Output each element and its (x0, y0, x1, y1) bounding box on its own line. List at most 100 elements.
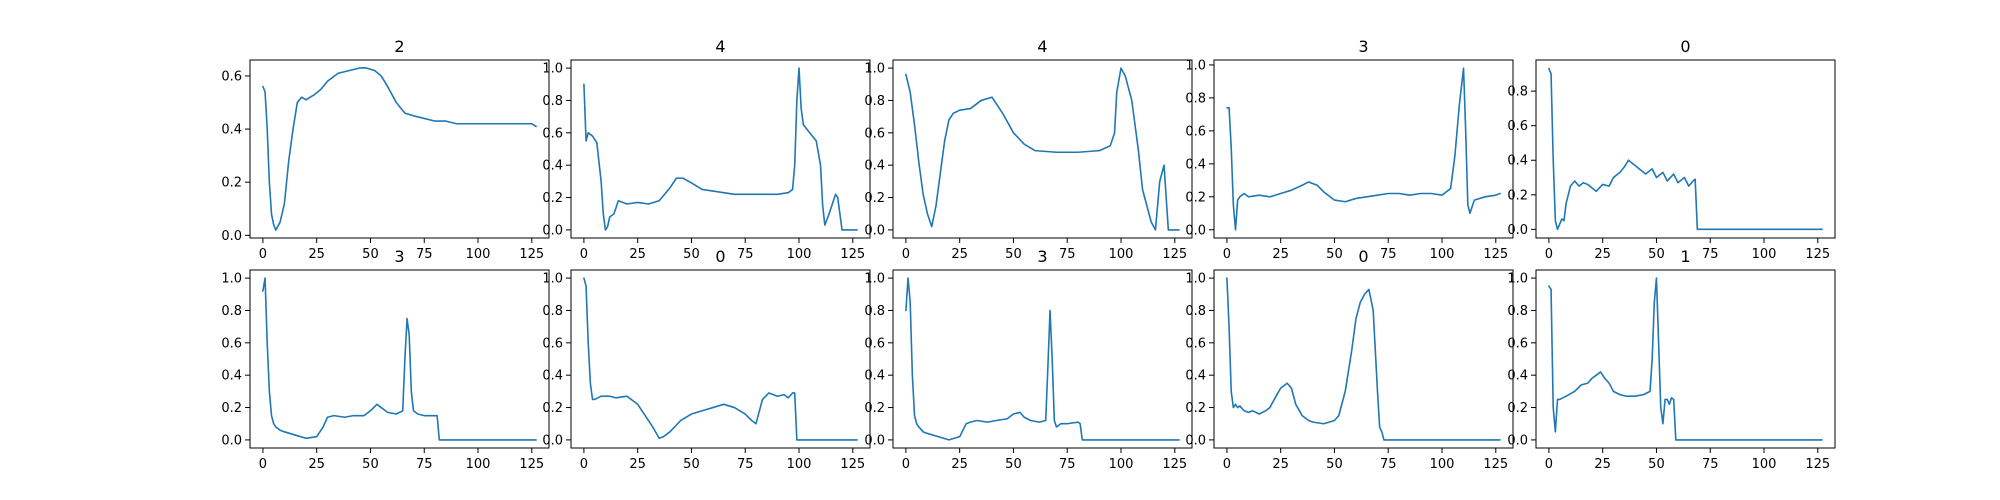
x-tick-label: 125 (1483, 457, 1508, 472)
y-tick-label: 0.4 (1185, 157, 1206, 172)
x-tick-label: 100 (787, 247, 812, 262)
x-tick-label: 25 (629, 247, 646, 262)
y-tick-label: 0.8 (864, 304, 885, 319)
subplot-8: 3 0 25 50 75 100 125 0.0 0.2 0.4 0.6 0.8 1.0 (864, 247, 1193, 472)
subplot-1: 2 0 25 50 75 100 125 0.0 0.2 0.4 0.6 (221, 37, 550, 262)
x-tick-label: 50 (1648, 457, 1665, 472)
y-tick-label: 1.0 (1185, 58, 1206, 73)
x-tick-label: 25 (1272, 247, 1289, 262)
axes-frame (1535, 59, 1836, 239)
x-tick-label: 25 (1594, 247, 1611, 262)
x-tick-label: 50 (683, 247, 700, 262)
x-tick-label: 75 (1059, 457, 1076, 472)
x-tick-label: 50 (1326, 457, 1343, 472)
y-tick-label: 0.2 (1185, 401, 1206, 416)
axes-frame (570, 269, 871, 449)
axes-frame (570, 59, 871, 239)
series-line (1226, 67, 1501, 231)
x-tick-label: 0 (259, 247, 267, 262)
y-tick-label: 0.2 (864, 401, 885, 416)
x-tick-label: 125 (840, 247, 865, 262)
y-tick-label: 0.2 (542, 401, 563, 416)
x-tick-label: 0 (902, 247, 910, 262)
axes-frame (1213, 59, 1514, 239)
subplot-title: 0 (1358, 247, 1368, 266)
x-tick-label: 100 (787, 457, 812, 472)
y-tick-label: 1.0 (221, 272, 242, 287)
y-tick-label: 0.4 (542, 369, 563, 384)
y-tick-label: 1.0 (864, 272, 885, 287)
subplot-5: 0 0 25 50 75 100 125 0.0 0.2 0.4 0.6 0.8 (1507, 37, 1836, 262)
x-tick-label: 50 (1005, 247, 1022, 262)
x-tick-label: 50 (362, 457, 379, 472)
subplot-title: 4 (715, 37, 725, 56)
series-line (583, 277, 858, 441)
x-tick-label: 50 (683, 457, 700, 472)
y-tick-label: 0.8 (542, 94, 563, 109)
x-tick-label: 25 (308, 247, 325, 262)
axes-frame (1213, 269, 1514, 449)
x-tick-label: 0 (580, 247, 588, 262)
x-tick-label: 100 (1752, 247, 1777, 262)
x-tick-label: 0 (1223, 247, 1231, 262)
x-tick-label: 125 (519, 457, 544, 472)
subplot-title: 2 (394, 37, 404, 56)
y-tick-label: 1.0 (1507, 272, 1528, 287)
y-tick-label: 0.8 (864, 94, 885, 109)
x-tick-label: 75 (737, 457, 754, 472)
y-tick-label: 0.2 (542, 191, 563, 206)
x-tick-label: 75 (416, 457, 433, 472)
x-tick-label: 125 (1162, 247, 1187, 262)
y-tick-label: 0.8 (542, 304, 563, 319)
x-tick-label: 100 (1109, 247, 1134, 262)
x-tick-label: 75 (1380, 247, 1397, 262)
y-tick-label: 0.8 (221, 304, 242, 319)
x-tick-label: 50 (1005, 457, 1022, 472)
x-tick-label: 25 (951, 457, 968, 472)
y-tick-label: 0.0 (1507, 223, 1528, 238)
y-tick-label: 0.2 (1507, 401, 1528, 416)
x-tick-label: 125 (1805, 247, 1830, 262)
y-tick-label: 0.2 (864, 191, 885, 206)
x-tick-label: 125 (1162, 457, 1187, 472)
series-line (1548, 277, 1823, 441)
subplot-3: 4 0 25 50 75 100 125 0.0 0.2 0.4 0.6 0.8 1.0 (864, 37, 1193, 262)
x-tick-label: 125 (840, 457, 865, 472)
x-tick-label: 25 (951, 247, 968, 262)
series-line (262, 67, 537, 231)
y-tick-label: 0.4 (1185, 369, 1206, 384)
y-tick-label: 0.2 (1507, 188, 1528, 203)
y-tick-label: 0.0 (864, 433, 885, 448)
y-tick-label: 0.0 (221, 229, 242, 244)
y-tick-label: 1.0 (1185, 272, 1206, 287)
y-tick-label: 0.2 (221, 176, 242, 191)
axes-frame (892, 59, 1193, 239)
x-tick-label: 75 (1702, 247, 1719, 262)
y-tick-label: 0.6 (542, 126, 563, 141)
y-tick-label: 0.4 (1507, 369, 1528, 384)
y-tick-label: 1.0 (542, 272, 563, 287)
y-tick-label: 0.6 (1185, 124, 1206, 139)
x-tick-label: 50 (1326, 247, 1343, 262)
y-tick-label: 0.8 (1507, 304, 1528, 319)
y-tick-label: 0.4 (542, 159, 563, 174)
x-tick-label: 125 (1483, 247, 1508, 262)
y-tick-label: 0.0 (1185, 433, 1206, 448)
axes-frame (249, 269, 550, 449)
y-tick-label: 1.0 (542, 62, 563, 77)
x-tick-label: 125 (1805, 457, 1830, 472)
y-tick-label: 0.0 (542, 223, 563, 238)
y-tick-label: 0.2 (1185, 190, 1206, 205)
x-tick-label: 0 (259, 457, 267, 472)
y-tick-label: 0.8 (1507, 85, 1528, 100)
y-tick-label: 0.0 (864, 223, 885, 238)
x-tick-label: 0 (1545, 247, 1553, 262)
y-tick-label: 0.6 (1507, 119, 1528, 134)
y-tick-label: 0.0 (221, 433, 242, 448)
subplot-7: 0 0 25 50 75 100 125 0.0 0.2 0.4 0.6 0.8 1.0 (542, 247, 871, 472)
y-tick-label: 1.0 (864, 62, 885, 77)
y-tick-label: 0.4 (864, 369, 885, 384)
subplot-6: 3 0 25 50 75 100 125 0.0 0.2 0.4 0.6 0.8 1.0 (221, 247, 550, 472)
subplot-title: 0 (1680, 37, 1690, 56)
x-tick-label: 75 (416, 247, 433, 262)
